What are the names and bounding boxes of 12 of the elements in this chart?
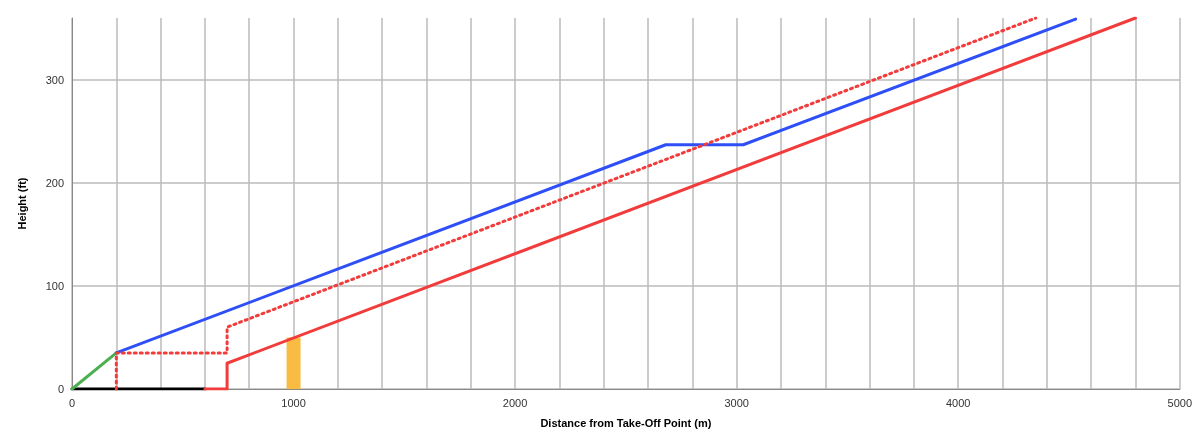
x-tick-label: 4000	[945, 396, 971, 409]
x-tick-label: 5000	[1167, 396, 1193, 409]
x-axis-title: Distance from Take-Off Point (m)	[540, 416, 712, 429]
x-tick-label: 1000	[281, 396, 306, 409]
x-tick-label: 3000	[724, 396, 749, 409]
y-tick-label: 0	[57, 383, 64, 395]
y-tick-label: 300	[45, 73, 64, 86]
x-tick-label: 0	[68, 396, 76, 409]
y-tick-label: 200	[45, 176, 64, 189]
y-axis-title: Height (ft)	[15, 177, 28, 230]
y-tick-label: 100	[45, 279, 64, 292]
x-tick-label: 2000	[502, 396, 528, 409]
